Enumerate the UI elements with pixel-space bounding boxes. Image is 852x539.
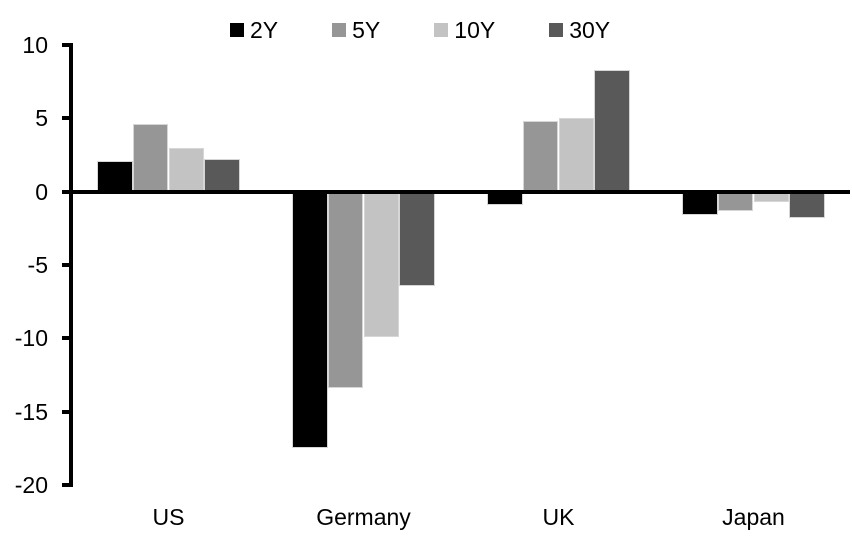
legend-swatch-30y-icon	[549, 23, 564, 37]
y-axis-line	[69, 43, 73, 487]
bar-us-2y	[97, 160, 133, 192]
legend-label-5y: 5Y	[352, 17, 381, 43]
bar-japan-30y	[789, 191, 825, 219]
legend-item-5y: 5Y	[332, 17, 380, 43]
bar-uk-5y	[522, 121, 559, 192]
bar-japan-2y	[682, 191, 718, 216]
y-axis-tick--10	[62, 336, 71, 341]
legend-item-30y: 30Y	[549, 17, 610, 43]
legend-item-10y: 10Y	[434, 17, 495, 43]
chart-legend: 2Y 5Y 10Y 30Y	[230, 17, 610, 43]
zero-axis-line	[62, 189, 850, 194]
bar-germany-30y	[399, 191, 435, 286]
bar-germany-10y	[363, 191, 400, 337]
y-axis-tick-label--10: -10	[14, 325, 48, 352]
bar-uk-30y	[594, 69, 630, 192]
bar-us-30y	[204, 159, 240, 192]
x-axis-label-germany: Germany	[316, 504, 411, 530]
y-axis-tick-label--5: -5	[27, 251, 48, 278]
bar-germany-2y	[292, 191, 328, 449]
y-axis-tick-label-5: 5	[35, 105, 48, 132]
bar-japan-5y	[717, 191, 754, 211]
bar-us-5y	[132, 124, 169, 192]
y-axis-tick-label-0: 0	[35, 178, 48, 205]
y-axis-tick--5	[62, 262, 71, 267]
bar-uk-10y	[558, 118, 595, 192]
legend-label-10y: 10Y	[454, 17, 496, 43]
bar-us-10y	[168, 147, 205, 192]
legend-swatch-2y-icon	[230, 23, 244, 37]
legend-swatch-10y-icon	[434, 23, 449, 37]
y-axis-tick-10	[62, 43, 71, 47]
bar-germany-5y	[327, 191, 364, 389]
y-axis-tick--20	[62, 482, 71, 487]
legend-swatch-5y-icon	[332, 23, 347, 37]
y-axis-tick-label-10: 10	[22, 32, 48, 58]
x-axis-label-japan: Japan	[722, 504, 785, 530]
x-axis-label-us: US	[152, 504, 185, 530]
x-axis-label-uk: UK	[542, 504, 575, 530]
y-axis-tick-label--15: -15	[14, 398, 48, 425]
y-axis-tick-label--20: -20	[14, 471, 48, 498]
legend-item-2y: 2Y	[230, 17, 278, 43]
legend-label-30y: 30Y	[569, 17, 611, 43]
legend-label-2y: 2Y	[250, 17, 279, 43]
y-axis-tick--15	[62, 409, 71, 414]
y-axis-tick-5	[62, 116, 71, 121]
